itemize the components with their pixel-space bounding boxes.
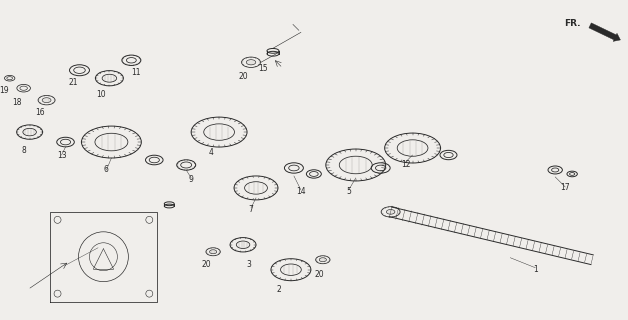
Text: 4: 4 [208,148,214,156]
Text: 1: 1 [533,265,538,274]
Text: 14: 14 [296,188,306,196]
Text: 19: 19 [0,86,9,95]
Text: 20: 20 [314,270,323,279]
Text: 2: 2 [276,285,281,294]
Text: 8: 8 [21,146,26,155]
Text: 5: 5 [346,188,351,196]
Text: 13: 13 [57,150,67,159]
Text: 9: 9 [189,175,193,184]
Text: 15: 15 [258,64,268,73]
Text: 17: 17 [560,183,570,192]
Text: 20: 20 [202,260,211,269]
Text: 20: 20 [238,72,248,81]
Text: 10: 10 [97,90,106,99]
Text: 16: 16 [35,108,45,116]
Text: 3: 3 [247,260,251,269]
Text: 6: 6 [104,165,109,174]
Text: 7: 7 [249,205,254,214]
Text: 21: 21 [68,78,78,87]
Text: 12: 12 [401,161,410,170]
FancyArrow shape [589,23,620,41]
Text: 11: 11 [132,68,141,77]
Text: 18: 18 [12,98,21,107]
Text: FR.: FR. [564,19,580,28]
